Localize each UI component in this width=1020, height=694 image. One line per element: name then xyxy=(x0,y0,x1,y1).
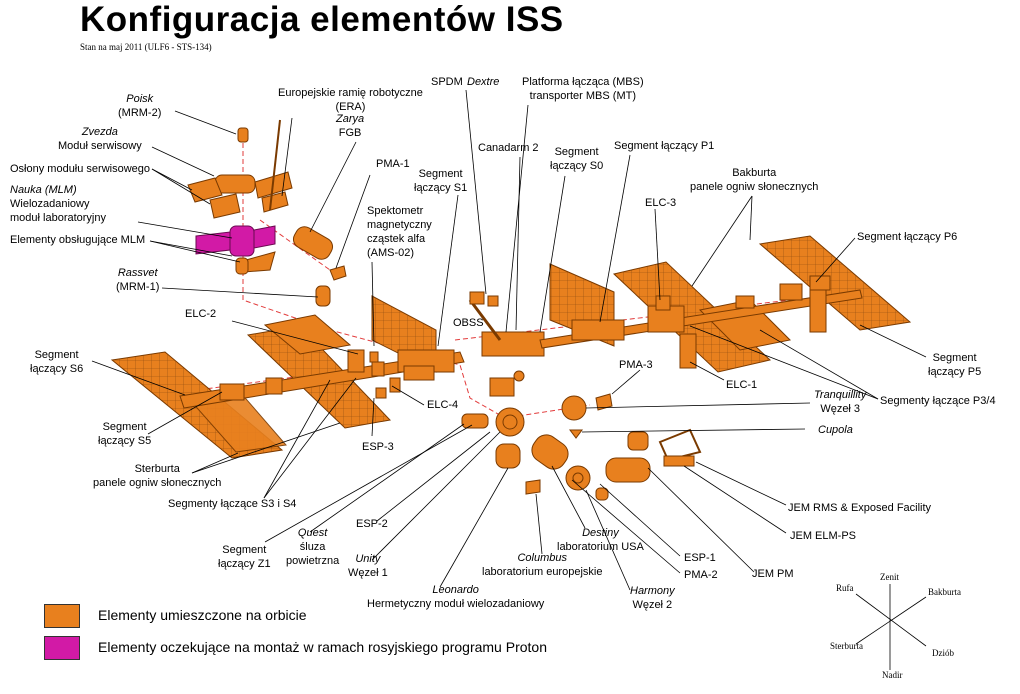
legend-swatch-orbit xyxy=(44,604,80,628)
label-zvezda: Zvezda Moduł serwisowy xyxy=(58,126,142,152)
zvezda-module xyxy=(187,171,293,219)
legend-swatch-proton xyxy=(44,636,80,660)
direction-compass xyxy=(855,584,927,670)
label-ams: Spektometr magnetyczny cząstek alfa (AMS… xyxy=(367,205,432,259)
label-esp2: ESP-2 xyxy=(356,518,388,530)
label-jem-elm: JEM ELM-PS xyxy=(790,530,857,542)
direction-sterburta: Sterburta xyxy=(830,641,863,651)
label-jem-rms: JEM RMS & Exposed Facility xyxy=(788,502,932,514)
label-s6: Segment łączący S6 xyxy=(30,349,84,375)
diagram-subtitle: Stan na maj 2011 (ULF6 - STS-134) xyxy=(80,42,212,52)
label-s5: Segment łączący S5 xyxy=(98,421,152,447)
pma1-adapter xyxy=(329,265,347,281)
label-rassvet: Rassvet (MRM-1) xyxy=(116,267,160,293)
label-p1: Segment łączący P1 xyxy=(614,140,715,152)
label-spdm: SPDM xyxy=(431,76,463,88)
label-bakburta-panels: Bakburta panele ogniw słonecznych xyxy=(690,167,819,193)
label-poisk: Poisk (MRM-2) xyxy=(118,93,162,119)
label-pma2: PMA-2 xyxy=(684,569,718,581)
label-tranquility: Tranquillity Węzeł 3 xyxy=(814,389,867,415)
label-columbus: Columbus laboratorium europejskie xyxy=(482,552,603,578)
label-cupola: Cupola xyxy=(818,424,853,436)
leader-lines xyxy=(91,89,927,591)
label-elc1: ELC-1 xyxy=(726,379,758,391)
direction-bakburta: Bakburta xyxy=(928,587,961,597)
label-obss: OBSS xyxy=(453,317,484,329)
label-oslony: Osłony modułu serwisowego xyxy=(10,163,151,175)
nauka-module xyxy=(195,225,276,275)
label-dextre: Dextre xyxy=(467,76,500,88)
label-p3p4: Segmenty łączące P3/4 xyxy=(880,395,996,407)
port-arrays xyxy=(549,235,912,373)
label-canadarm: Canadarm 2 xyxy=(478,142,539,154)
starboard-truss xyxy=(179,349,465,409)
direction-rufa: Rufa xyxy=(836,583,854,593)
label-era: Europejskie ramię robotyczne (ERA) xyxy=(278,87,423,113)
central-truss xyxy=(468,291,545,357)
label-harmony: Harmony Węzeł 2 xyxy=(630,585,675,611)
direction-nadir: Nadir xyxy=(882,670,903,680)
label-mlm-elements: Elementy obsługujące MLM xyxy=(10,234,146,246)
direction-dziob: Dziób xyxy=(932,648,954,658)
diagram-title: Konfiguracja elementów ISS xyxy=(80,0,564,39)
rassvet-module xyxy=(315,285,331,307)
label-pma3: PMA-3 xyxy=(619,359,653,371)
label-elc4: ELC-4 xyxy=(427,399,459,411)
label-destiny: Destiny laboratorium USA xyxy=(557,527,644,553)
zarya-module xyxy=(292,226,334,260)
direction-zenit: Zenit xyxy=(880,572,899,582)
label-leonardo: Leonardo Hermetyczny moduł wielozadaniow… xyxy=(367,584,545,610)
label-esp3: ESP-3 xyxy=(362,441,394,453)
us-modules xyxy=(461,370,702,501)
label-s0: Segment łączący S0 xyxy=(550,146,604,172)
label-elc3: ELC-3 xyxy=(645,197,677,209)
era-arm xyxy=(269,119,281,211)
label-s1: Segment łączący S1 xyxy=(414,168,468,194)
poisk-module xyxy=(237,127,249,143)
legend-label-orbit: Elementy umieszczone na orbicie xyxy=(98,607,307,623)
label-pma1: PMA-1 xyxy=(376,158,410,170)
legend-label-proton: Elementy oczekujące na montaż w ramach r… xyxy=(98,639,547,655)
label-quest: Quest śluza powietrzna xyxy=(286,527,340,567)
label-p6: Segment łączący P6 xyxy=(857,231,958,243)
label-jem-pm: JEM PM xyxy=(752,568,794,580)
s1-segment-array xyxy=(371,295,455,381)
label-unity: Unity Węzeł 1 xyxy=(348,553,388,579)
label-esp1: ESP-1 xyxy=(684,552,716,564)
label-mbs: Platforma łącząca (MBS) transporter MBS … xyxy=(522,76,644,102)
label-sterburta-panels: Sterburta panele ogniw słonecznych xyxy=(93,463,222,489)
port-truss xyxy=(539,275,863,369)
label-nauka: Nauka (MLM) Wielozadaniowy moduł laborat… xyxy=(10,184,106,224)
label-zarya: Zarya FGB xyxy=(336,113,365,139)
label-p5: Segment łączący P5 xyxy=(928,352,982,378)
label-z1: Segment łączący Z1 xyxy=(218,544,271,570)
label-elc2: ELC-2 xyxy=(185,308,217,320)
label-s3s4: Segmenty łączące S3 i S4 xyxy=(168,498,297,510)
